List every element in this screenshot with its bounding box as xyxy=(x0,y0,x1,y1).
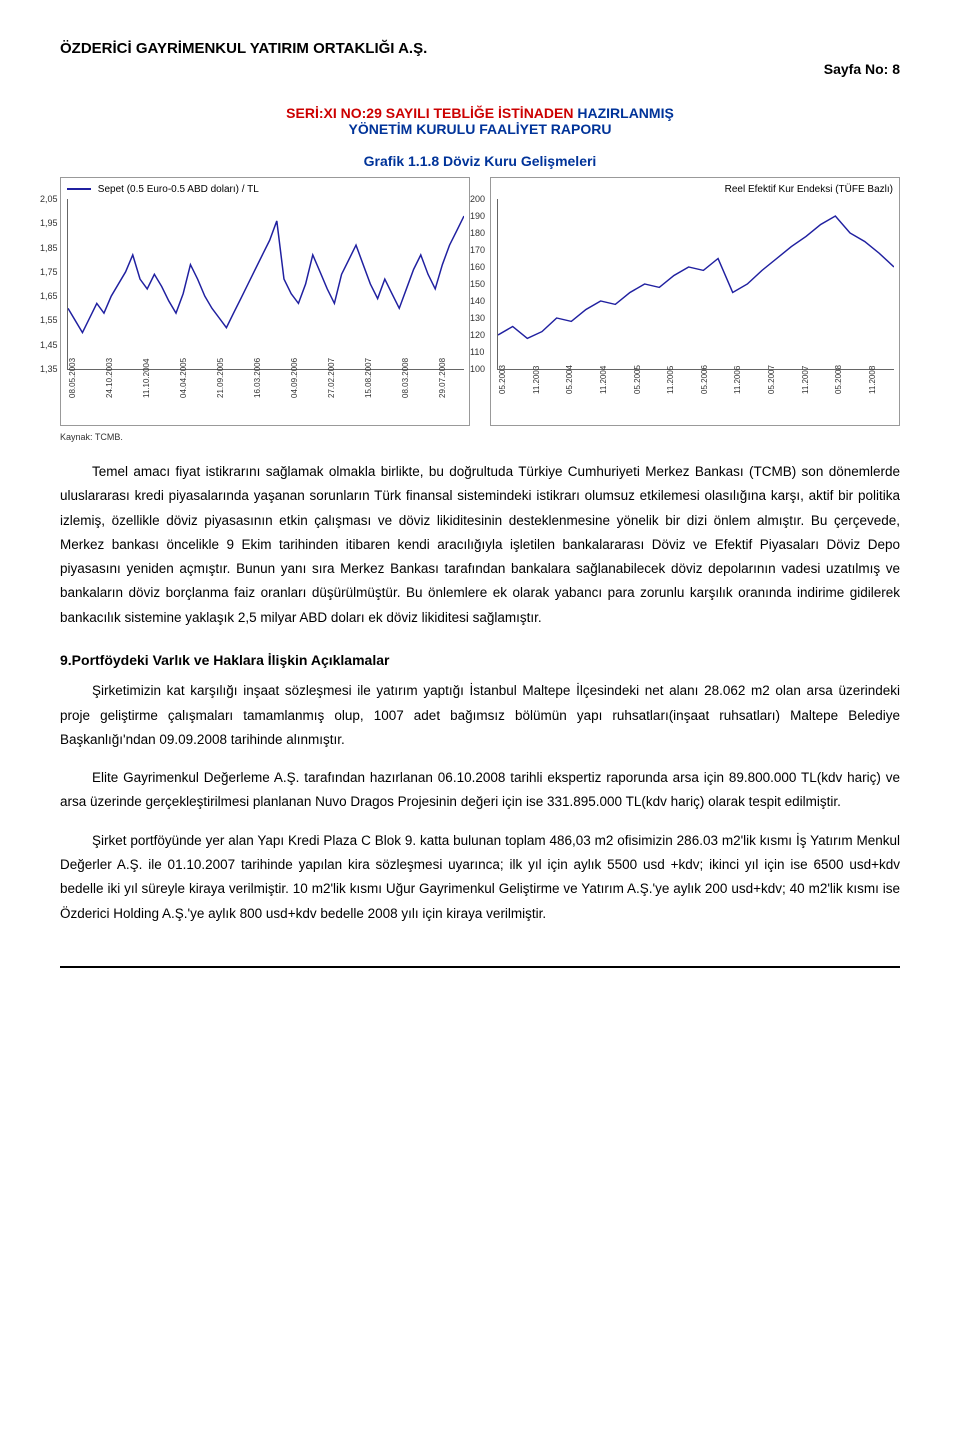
ytick: 130 xyxy=(470,313,485,323)
xtick: 05.2006 xyxy=(700,365,709,394)
xtick: 11.2007 xyxy=(801,366,810,394)
ytick: 110 xyxy=(470,347,484,357)
xtick: 05.2007 xyxy=(767,365,776,394)
company-title: ÖZDERİCİ GAYRİMENKUL YATIRIM ORTAKLIĞI A… xyxy=(60,40,900,57)
xtick: 08.05.2003 xyxy=(68,358,77,398)
xtick: 05.2005 xyxy=(633,365,642,394)
paragraph-2: Şirketimizin kat karşılığı inşaat sözleş… xyxy=(60,679,900,752)
xtick: 05.2003 xyxy=(498,365,507,394)
chart-left-svg xyxy=(68,199,464,369)
paragraph-1: Temel amacı fiyat istikrarını sağlamak o… xyxy=(60,460,900,630)
page-number: Sayfa No: 8 xyxy=(60,61,900,77)
chart-row: Sepet (0.5 Euro-0.5 ABD doları) / TL 2,0… xyxy=(60,177,900,426)
ytick: 100 xyxy=(470,364,485,374)
chart-right-legend-text: Reel Efektif Kur Endeksi (TÜFE Bazlı) xyxy=(725,184,893,195)
ytick: 1,45 xyxy=(40,340,58,350)
ytick: 170 xyxy=(470,245,485,255)
ytick: 2,05 xyxy=(40,194,58,204)
source-label: Kaynak: TCMB. xyxy=(60,432,900,442)
xtick: 11.2006 xyxy=(733,366,742,394)
ytick: 200 xyxy=(470,194,485,204)
xtick: 05.2008 xyxy=(834,365,843,394)
xtick: 11.2008 xyxy=(868,366,877,394)
xtick: 24.10.2003 xyxy=(105,358,114,398)
sub-title: YÖNETİM KURULU FAALİYET RAPORU xyxy=(60,121,900,137)
figure-caption: Grafik 1.1.8 Döviz Kuru Gelişmeleri xyxy=(60,153,900,169)
chart-left-legend-text: Sepet (0.5 Euro-0.5 ABD doları) / TL xyxy=(98,184,259,195)
xtick: 21.09.2005 xyxy=(216,358,225,398)
ytick: 180 xyxy=(470,228,485,238)
xtick: 08.03.2008 xyxy=(401,358,410,398)
page-container: ÖZDERİCİ GAYRİMENKUL YATIRIM ORTAKLIĞI A… xyxy=(60,40,900,968)
chart-right-plot: 20019018017016015014013012011010005.2003… xyxy=(497,199,894,370)
footer-divider xyxy=(60,966,900,968)
xtick: 29.07.2008 xyxy=(438,358,447,398)
seri-red-text: SERİ:XI NO:29 SAYILI TEBLİĞE İSTİNADEN xyxy=(286,105,573,121)
legend-line-icon xyxy=(67,188,91,190)
xtick: 11.10.2004 xyxy=(142,359,151,398)
ytick: 1,75 xyxy=(40,267,58,277)
xtick: 27.02.2007 xyxy=(327,358,336,398)
chart-right: Reel Efektif Kur Endeksi (TÜFE Bazlı) 20… xyxy=(490,177,900,426)
seri-line: SERİ:XI NO:29 SAYILI TEBLİĞE İSTİNADEN H… xyxy=(60,105,900,121)
chart-left: Sepet (0.5 Euro-0.5 ABD doları) / TL 2,0… xyxy=(60,177,470,426)
xtick: 04.04.2005 xyxy=(179,358,188,398)
section-heading: 9.Portföydeki Varlık ve Haklara İlişkin … xyxy=(60,648,900,673)
paragraph-3: Elite Gayrimenkul Değerleme A.Ş. tarafın… xyxy=(60,766,900,815)
ytick: 1,55 xyxy=(40,315,58,325)
ytick: 1,65 xyxy=(40,291,58,301)
xtick: 15.08.2007 xyxy=(364,358,373,398)
ytick: 150 xyxy=(470,279,485,289)
xtick: 16.03.2006 xyxy=(253,358,262,398)
xtick: 11.2003 xyxy=(532,366,541,394)
seri-blue-text: HAZIRLANMIŞ xyxy=(573,105,673,121)
xtick: 11.2004 xyxy=(599,366,608,394)
ytick: 140 xyxy=(470,296,485,306)
xtick: 11.2005 xyxy=(666,366,675,394)
ytick: 160 xyxy=(470,262,485,272)
ytick: 190 xyxy=(470,211,485,221)
chart-right-svg xyxy=(498,199,894,369)
xtick: 05.2004 xyxy=(565,365,574,394)
chart-right-legend: Reel Efektif Kur Endeksi (TÜFE Bazlı) xyxy=(497,184,893,195)
ytick: 1,85 xyxy=(40,243,58,253)
ytick: 1,95 xyxy=(40,218,58,228)
xtick: 04.09.2006 xyxy=(290,358,299,398)
paragraph-4: Şirket portföyünde yer alan Yapı Kredi P… xyxy=(60,829,900,926)
chart-left-plot: 2,051,951,851,751,651,551,451,3508.05.20… xyxy=(67,199,464,370)
ytick: 120 xyxy=(470,330,485,340)
chart-left-legend: Sepet (0.5 Euro-0.5 ABD doları) / TL xyxy=(67,184,463,195)
ytick: 1,35 xyxy=(40,364,58,374)
body-text: Temel amacı fiyat istikrarını sağlamak o… xyxy=(60,460,900,926)
